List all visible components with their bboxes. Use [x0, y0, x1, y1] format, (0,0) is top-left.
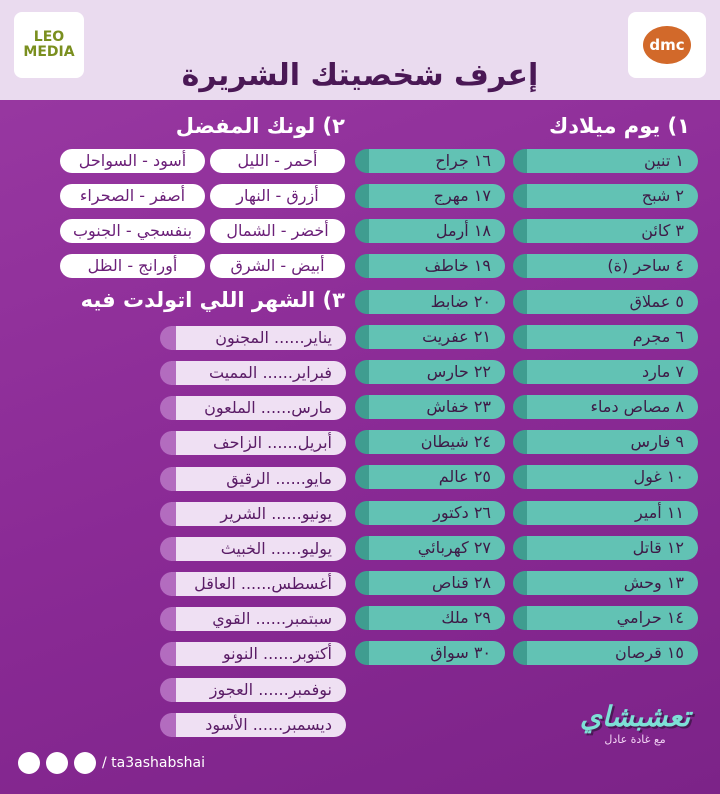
mon-pill: يوليو...... الخبيث	[160, 536, 346, 561]
col-pill: أبيض - الشرق	[210, 254, 345, 279]
day-pill: ٧ مارد	[513, 359, 698, 384]
brand-logo: تعشبشاي مع غادة عادل	[560, 660, 710, 770]
mon-pill: مارس...... الملعون	[160, 396, 346, 421]
col-pill: بنفسجي - الجنوب	[60, 219, 205, 244]
day-pill: ١٠ غول	[513, 465, 698, 490]
title: إعرف شخصيتك الشريرة	[181, 58, 539, 93]
day-pill: ٨ مصاص دماء	[513, 395, 698, 420]
mon-pill: فبراير...... المميت	[160, 361, 346, 386]
day-pill: ١٦ جراح	[355, 149, 505, 173]
col-pill: أسود - السواحل	[60, 149, 205, 173]
day-pill: ٢٦ دكتور	[355, 500, 505, 525]
day-pill: ١٩ خاطف	[355, 254, 505, 279]
brand-sub: مع غادة عادل	[604, 733, 666, 746]
day-pill: ٢٧ كهربائي	[355, 535, 505, 560]
col-pill: أصفر - الصحراء	[60, 184, 205, 209]
dmc-logo: dmc	[628, 12, 706, 78]
col-pill: أخضر - الشمال	[210, 219, 345, 244]
mon-pill: ديسمبر...... الأسود	[160, 712, 346, 737]
social-footer: / ta3ashabshai	[18, 752, 205, 774]
section-title: ٣) الشهر اللي اتولدت فيه	[80, 288, 345, 312]
mon-pill: يناير...... المجنون	[160, 326, 346, 350]
header-band	[0, 0, 720, 100]
mon-pill: أبريل...... الزاحف	[160, 431, 346, 456]
mon-pill: أغسطس...... العاقل	[160, 572, 346, 597]
day-pill: ١ تنين	[513, 149, 698, 173]
day-pill: ٥ عملاق	[513, 289, 698, 314]
mon-pill: يونيو...... الشرير	[160, 501, 346, 526]
handle: / ta3ashabshai	[102, 755, 205, 771]
day-pill: ٣ كائن	[513, 219, 698, 244]
mon-pill: أكتوبر...... النونو	[160, 642, 346, 667]
leo-logo: LEO MEDIA	[14, 12, 84, 78]
mon-pill: نوفمبر...... العجوز	[160, 677, 346, 702]
day-pill: ٢٣ خفاش	[355, 395, 505, 420]
day-pill: ١٣ وحش	[513, 570, 698, 595]
section-title: ١) يوم ميلادك	[548, 114, 690, 138]
mon-pill: مايو...... الرقيق	[160, 466, 346, 491]
brand-name: تعشبشاي	[579, 700, 691, 733]
col-pill: أزرق - النهار	[210, 184, 345, 209]
twitter-icon[interactable]	[46, 752, 68, 774]
section-title: ٢) لونك المفضل	[175, 114, 345, 138]
day-pill: ١٤ حرامي	[513, 605, 698, 630]
col-pill: أورانج - الظل	[60, 254, 205, 279]
day-pill: ٦ مجرم	[513, 324, 698, 349]
day-pill: ١١ أمير	[513, 500, 698, 525]
day-pill: ١٧ مهرج	[355, 184, 505, 209]
day-pill: ٢٤ شيطان	[355, 430, 505, 455]
day-pill: ٢ شبح	[513, 184, 698, 209]
instagram-icon[interactable]	[74, 752, 96, 774]
day-pill: ٢٥ عالم	[355, 465, 505, 490]
day-pill: ١٥ قرصان	[513, 641, 698, 666]
day-pill: ٤ ساحر (ة)	[513, 254, 698, 279]
day-pill: ٢٢ حارس	[355, 359, 505, 384]
mon-pill: سبتمبر...... القوي	[160, 607, 346, 632]
day-pill: ١٨ أرمل	[355, 219, 505, 244]
col-pill: أحمر - الليل	[210, 149, 345, 173]
facebook-icon[interactable]	[18, 752, 40, 774]
day-pill: ٢٠ ضابط	[355, 289, 505, 314]
day-pill: ١٢ قاتل	[513, 535, 698, 560]
day-pill: ٢٨ قناص	[355, 570, 505, 595]
day-pill: ٢١ عفريت	[355, 324, 505, 349]
day-pill: ٢٩ ملك	[355, 605, 505, 630]
dmc-text: dmc	[643, 26, 691, 64]
day-pill: ٩ فارس	[513, 430, 698, 455]
day-pill: ٣٠ سواق	[355, 641, 505, 666]
